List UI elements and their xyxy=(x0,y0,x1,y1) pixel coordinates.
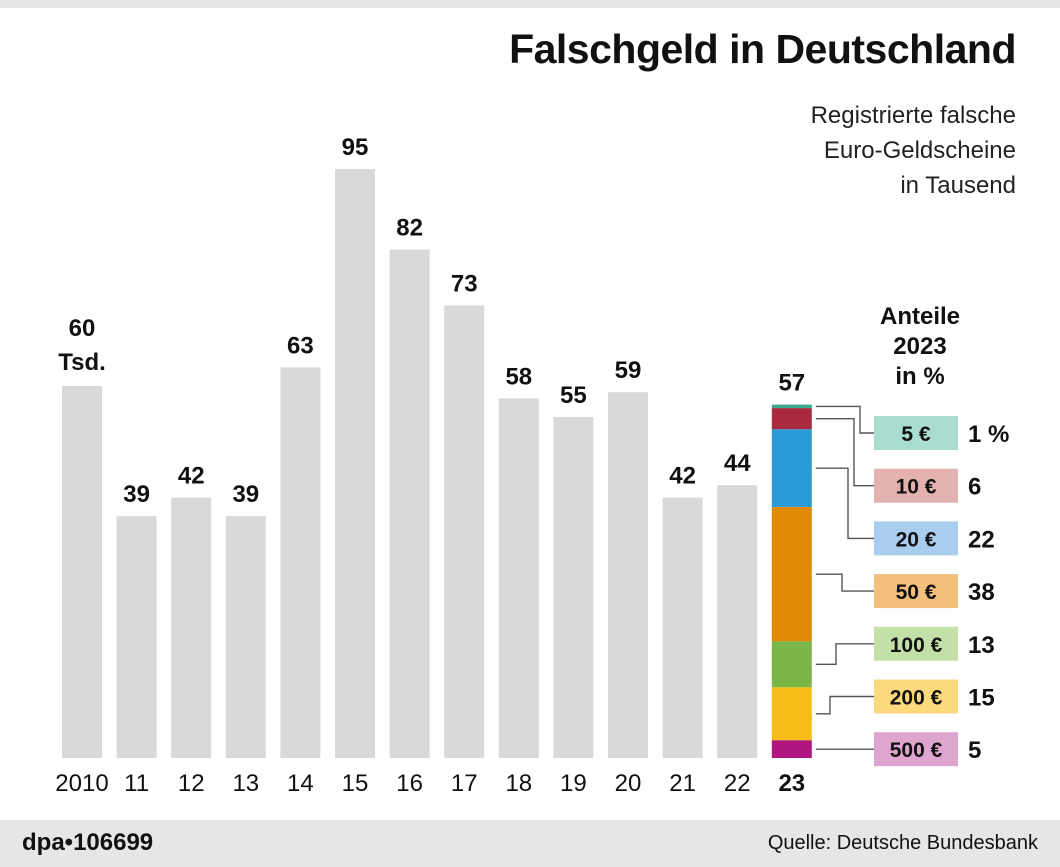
denomination-label: 20 € xyxy=(896,528,937,551)
x-tick-label: 15 xyxy=(342,770,369,797)
bar-21 xyxy=(662,497,703,758)
leader-line xyxy=(815,643,874,665)
x-tick-label: 19 xyxy=(560,770,587,797)
value-label: 58 xyxy=(505,363,532,390)
shares-heading-line: 2023 xyxy=(893,333,947,360)
share-value-label: 13 xyxy=(968,632,995,659)
subtitle-line: in Tausend xyxy=(900,172,1016,199)
value-unit-label: Tsd. xyxy=(58,349,106,376)
bar-20 xyxy=(608,392,648,758)
shares-heading: Anteile 2023 in % xyxy=(858,302,982,392)
x-tick-label: 16 xyxy=(396,770,423,797)
stack-segment xyxy=(771,429,812,508)
denomination-label: 10 € xyxy=(896,476,937,499)
leader-line xyxy=(815,695,874,715)
bar-chart: 60 Tsd. 2010 39 11 42 12 39 13 63 14 95 15 82 16 73 17 58… xyxy=(55,134,1009,797)
stack-segment xyxy=(771,740,812,758)
chart-subtitle: Registrierte falsche Euro-Geldscheine in… xyxy=(716,98,1016,203)
share-value-label: 6 xyxy=(968,474,981,501)
denomination-box xyxy=(874,416,958,450)
x-tick-label: 20 xyxy=(615,770,642,797)
stack-segment xyxy=(771,404,812,409)
leader-line xyxy=(815,467,874,540)
value-label: 44 xyxy=(724,450,751,477)
value-label: 39 xyxy=(123,481,150,508)
bar-14 xyxy=(280,367,321,758)
x-tick-label: 13 xyxy=(232,770,259,797)
stack-segment xyxy=(771,408,812,430)
bar-17 xyxy=(444,305,485,758)
shares-heading-line: Anteile xyxy=(879,303,960,330)
value-label: 60 xyxy=(69,315,96,342)
shares-heading-line: in % xyxy=(895,363,945,390)
footer: dpa•106699 Quelle: Deutsche Bundesbank xyxy=(0,820,1060,867)
denomination-label: 100 € xyxy=(890,634,943,657)
denomination-box xyxy=(874,468,958,503)
top-band xyxy=(0,0,1060,8)
stack-segment xyxy=(771,687,812,741)
bar-15 xyxy=(335,169,375,758)
denomination-box xyxy=(874,626,958,661)
x-tick-label: 14 xyxy=(287,770,314,797)
value-label: 57 xyxy=(778,370,805,397)
share-value-label: 1 % xyxy=(968,421,1009,448)
x-tick-label: 23 xyxy=(778,770,805,797)
x-tick-label: 18 xyxy=(505,770,532,797)
leader-line xyxy=(815,405,874,434)
share-value-label: 38 xyxy=(968,579,995,606)
value-label: 63 xyxy=(287,332,314,359)
bar-12 xyxy=(171,497,212,758)
stack-segment xyxy=(771,641,812,688)
x-tick-label: 12 xyxy=(178,770,205,797)
share-value-label: 15 xyxy=(968,685,995,712)
subtitle-line: Euro-Geldscheine xyxy=(823,137,1016,164)
x-tick-label: 17 xyxy=(451,770,478,797)
subtitle-line: Registrierte falsche xyxy=(810,102,1016,129)
denomination-label: 200 € xyxy=(890,687,943,710)
chart-title: Falschgeld in Deutschland xyxy=(509,26,1016,72)
x-tick-label: 11 xyxy=(124,770,149,797)
value-label: 82 xyxy=(396,215,423,242)
value-label: 42 xyxy=(178,463,205,490)
bar-18 xyxy=(498,398,539,758)
value-label: 55 xyxy=(560,382,587,409)
bar-19 xyxy=(553,417,594,758)
share-value-label: 22 xyxy=(968,526,995,553)
bar-22 xyxy=(717,485,758,758)
x-tick-label: 21 xyxy=(669,770,696,797)
x-tick-label: 2010 xyxy=(55,770,108,797)
bar-16 xyxy=(389,249,430,758)
share-value-label: 5 xyxy=(968,737,981,764)
stack-segment xyxy=(771,507,812,642)
value-label: 42 xyxy=(669,463,696,490)
value-label: 39 xyxy=(232,481,259,508)
leader-line xyxy=(815,418,874,487)
denomination-label: 50 € xyxy=(896,581,937,604)
source-note: Quelle: Deutsche Bundesbank xyxy=(767,832,1038,854)
bar-2010 xyxy=(62,386,102,758)
denomination-label: 500 € xyxy=(890,739,943,762)
denomination-box xyxy=(874,521,958,556)
denomination-box xyxy=(874,574,958,609)
bar-13 xyxy=(225,516,266,758)
value-label: 95 xyxy=(342,134,369,161)
value-label: 59 xyxy=(615,357,642,384)
leader-line xyxy=(815,573,874,592)
denomination-box xyxy=(874,679,958,714)
bar-11 xyxy=(116,516,157,758)
agency-id: dpa•106699 xyxy=(22,829,154,856)
x-tick-label: 22 xyxy=(724,770,751,797)
denomination-label: 5 € xyxy=(901,423,931,446)
value-label: 73 xyxy=(451,270,478,297)
denomination-box xyxy=(874,732,958,767)
